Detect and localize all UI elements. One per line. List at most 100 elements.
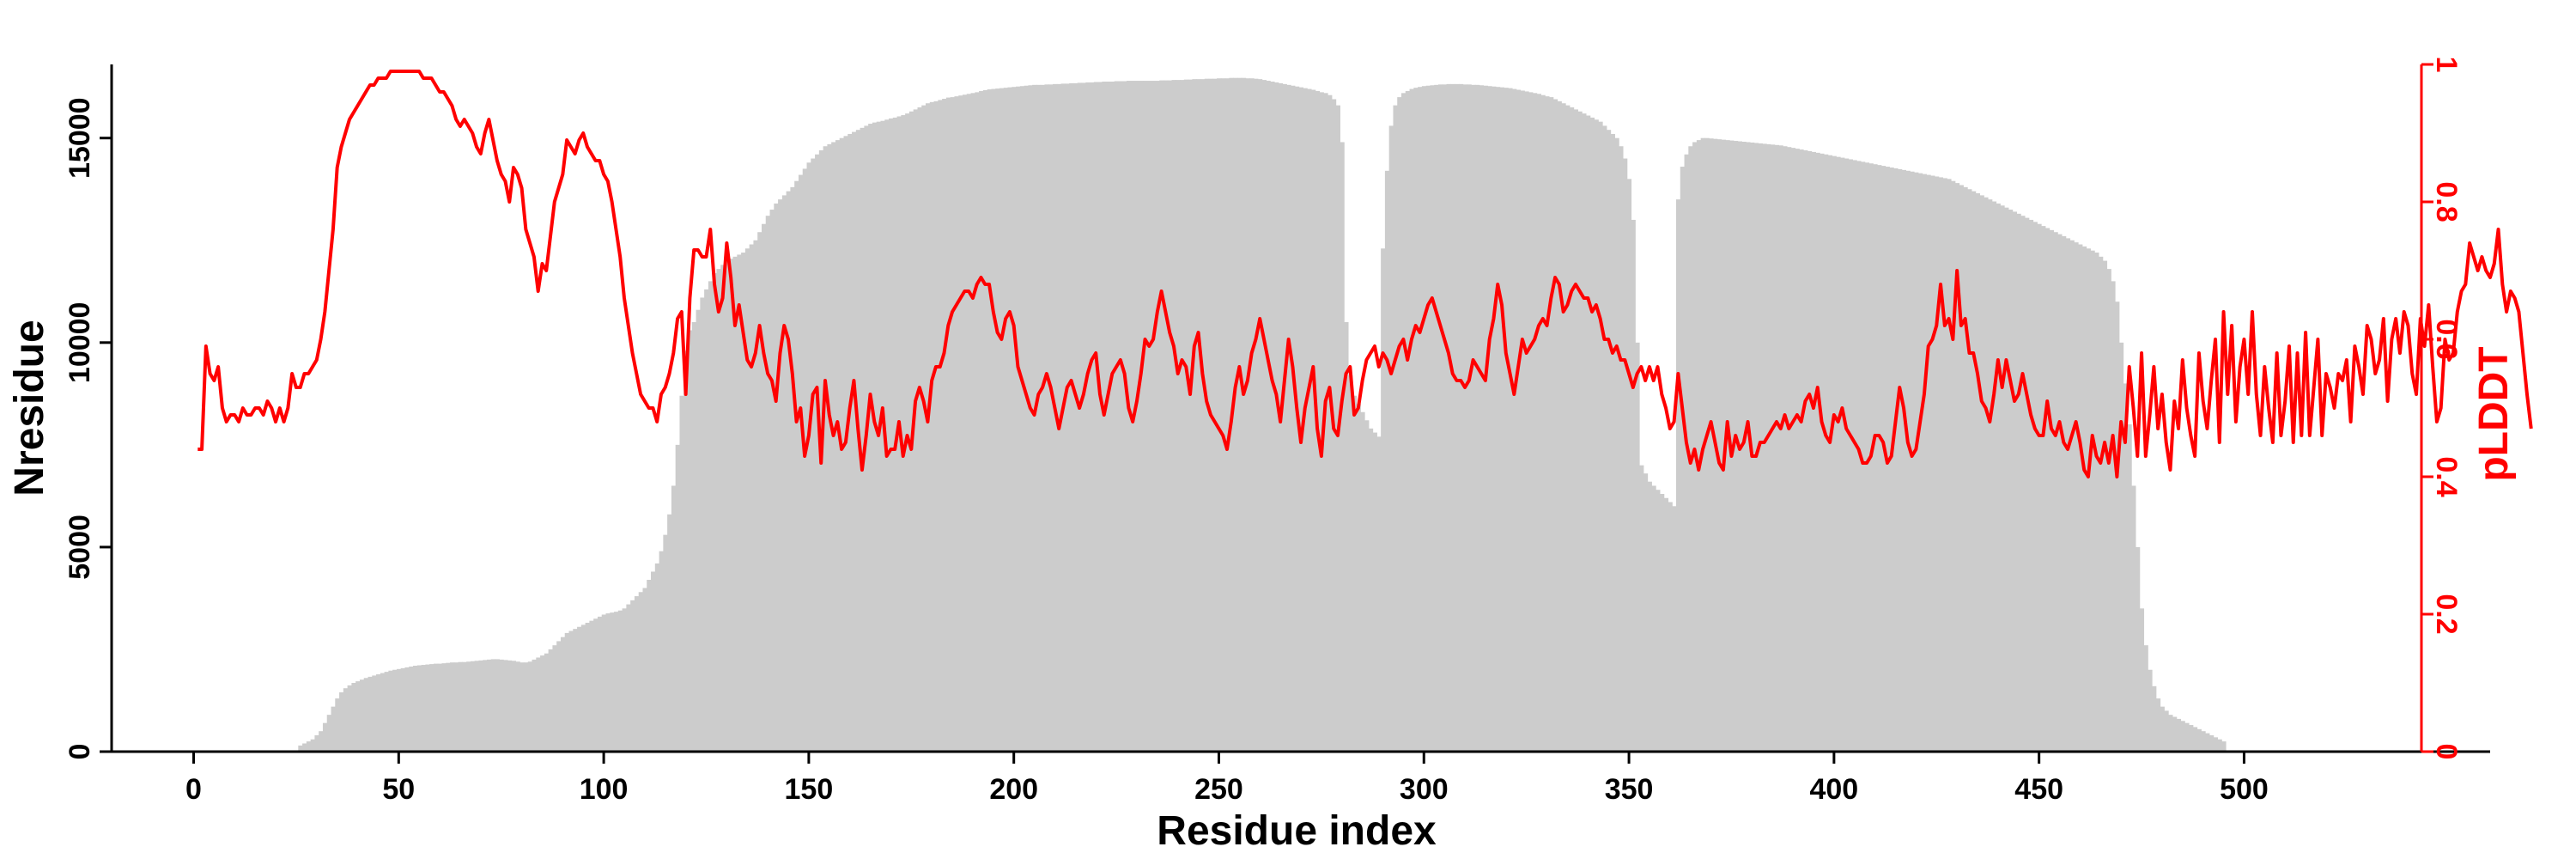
coverage-bar bbox=[2078, 244, 2083, 752]
coverage-bar bbox=[2008, 210, 2014, 752]
x-tick-label: 300 bbox=[1400, 773, 1449, 806]
coverage-bar bbox=[2094, 253, 2099, 752]
coverage-bar bbox=[2053, 232, 2058, 752]
coverage-bar bbox=[1783, 146, 1788, 752]
coverage-bar bbox=[1458, 83, 1464, 752]
coverage-bar bbox=[781, 195, 787, 752]
coverage-bar bbox=[884, 119, 890, 752]
coverage-bar bbox=[1651, 485, 1656, 752]
coverage-bar bbox=[728, 259, 734, 752]
coverage-bar bbox=[1762, 143, 1767, 752]
coverage-bar bbox=[1036, 84, 1042, 752]
coverage-bar bbox=[1971, 191, 1977, 752]
coverage-bar bbox=[2115, 302, 2120, 752]
y2-tick-label: 0.8 bbox=[2430, 181, 2463, 222]
coverage-bar bbox=[2184, 722, 2190, 752]
coverage-bar bbox=[757, 232, 762, 752]
coverage-bar bbox=[1368, 428, 1374, 752]
coverage-bar bbox=[1298, 87, 1303, 752]
coverage-bar bbox=[798, 174, 804, 752]
coverage-bar bbox=[2081, 246, 2087, 752]
coverage-bar bbox=[384, 672, 389, 752]
coverage-bar bbox=[696, 309, 701, 752]
coverage-bar bbox=[1852, 160, 1857, 752]
coverage-bar bbox=[1114, 81, 1120, 752]
coverage-bar bbox=[1516, 89, 1522, 752]
coverage-bar bbox=[1340, 142, 1345, 752]
y2-axis-title: pLDDT bbox=[2471, 346, 2517, 481]
coverage-bar bbox=[1442, 84, 1448, 752]
coverage-bar bbox=[416, 665, 422, 752]
coverage-bar bbox=[1204, 78, 1210, 752]
coverage-bar bbox=[1291, 85, 1296, 752]
coverage-bar bbox=[1656, 490, 1661, 752]
coverage-bar bbox=[314, 734, 319, 752]
coverage-bar bbox=[1106, 82, 1111, 752]
coverage-bar bbox=[507, 660, 513, 752]
coverage-bar bbox=[322, 722, 328, 752]
coverage-bar bbox=[889, 118, 894, 752]
coverage-bar bbox=[1236, 77, 1242, 752]
coverage-bar bbox=[1090, 82, 1095, 752]
coverage-bar bbox=[1356, 404, 1361, 752]
coverage-bar bbox=[1171, 80, 1176, 752]
coverage-bar bbox=[343, 688, 349, 752]
x-axis-title: Residue index bbox=[1157, 808, 1437, 854]
coverage-bar bbox=[1975, 193, 1981, 752]
coverage-bar bbox=[474, 661, 480, 752]
coverage-bar bbox=[610, 612, 615, 752]
coverage-bar bbox=[470, 661, 476, 752]
coverage-bar bbox=[712, 272, 718, 752]
coverage-bar bbox=[749, 244, 755, 752]
coverage-bar bbox=[388, 670, 393, 752]
coverage-bar bbox=[1266, 81, 1271, 752]
coverage-bar bbox=[901, 115, 906, 752]
coverage-bar bbox=[675, 444, 681, 752]
coverage-bar bbox=[1196, 79, 1201, 752]
coverage-bar bbox=[1511, 88, 1517, 752]
coverage-bar bbox=[339, 691, 344, 752]
coverage-bar bbox=[679, 395, 684, 752]
coverage-bar bbox=[585, 623, 590, 752]
coverage-bar bbox=[1950, 180, 1956, 752]
coverage-bar bbox=[987, 89, 993, 752]
coverage-bar bbox=[437, 663, 443, 752]
coverage-bar bbox=[1327, 94, 1333, 752]
coverage-bar bbox=[769, 210, 775, 752]
coverage-bar bbox=[404, 667, 410, 752]
coverage-bar bbox=[622, 608, 627, 752]
coverage-bar bbox=[975, 92, 980, 752]
coverage-bar bbox=[1060, 83, 1066, 752]
coverage-bar bbox=[1827, 155, 1833, 752]
coverage-bar bbox=[1954, 183, 1960, 752]
coverage-bar bbox=[1753, 143, 1759, 752]
coverage-bar bbox=[1188, 79, 1194, 752]
coverage-bar bbox=[1483, 85, 1488, 752]
coverage-bar bbox=[1688, 146, 1693, 752]
coverage-bar bbox=[1384, 170, 1390, 752]
coverage-bar bbox=[597, 616, 603, 752]
coverage-bar bbox=[1594, 119, 1599, 752]
coverage-bar bbox=[413, 666, 418, 752]
coverage-bar bbox=[483, 660, 488, 752]
coverage-bar bbox=[2160, 706, 2165, 752]
coverage-bar bbox=[1815, 152, 1820, 752]
x-tick-label: 150 bbox=[785, 773, 834, 806]
coverage-bar bbox=[560, 637, 566, 752]
coverage-bar bbox=[802, 168, 808, 752]
coverage-bar bbox=[1048, 84, 1054, 752]
coverage-bar bbox=[462, 661, 467, 752]
coverage-bar bbox=[1778, 145, 1783, 752]
coverage-bar bbox=[1122, 81, 1127, 752]
coverage-bar bbox=[1672, 506, 1677, 752]
coverage-bar bbox=[1032, 84, 1037, 752]
coverage-bar bbox=[1930, 175, 1935, 752]
coverage-bar bbox=[1097, 82, 1103, 752]
coverage-bar bbox=[1942, 178, 1947, 752]
coverage-bar bbox=[1430, 85, 1435, 752]
coverage-bar bbox=[1524, 91, 1529, 752]
coverage-bar bbox=[1012, 87, 1017, 752]
coverage-bar bbox=[1606, 130, 1612, 752]
coverage-bar bbox=[2127, 424, 2132, 752]
coverage-bar bbox=[1241, 77, 1247, 752]
